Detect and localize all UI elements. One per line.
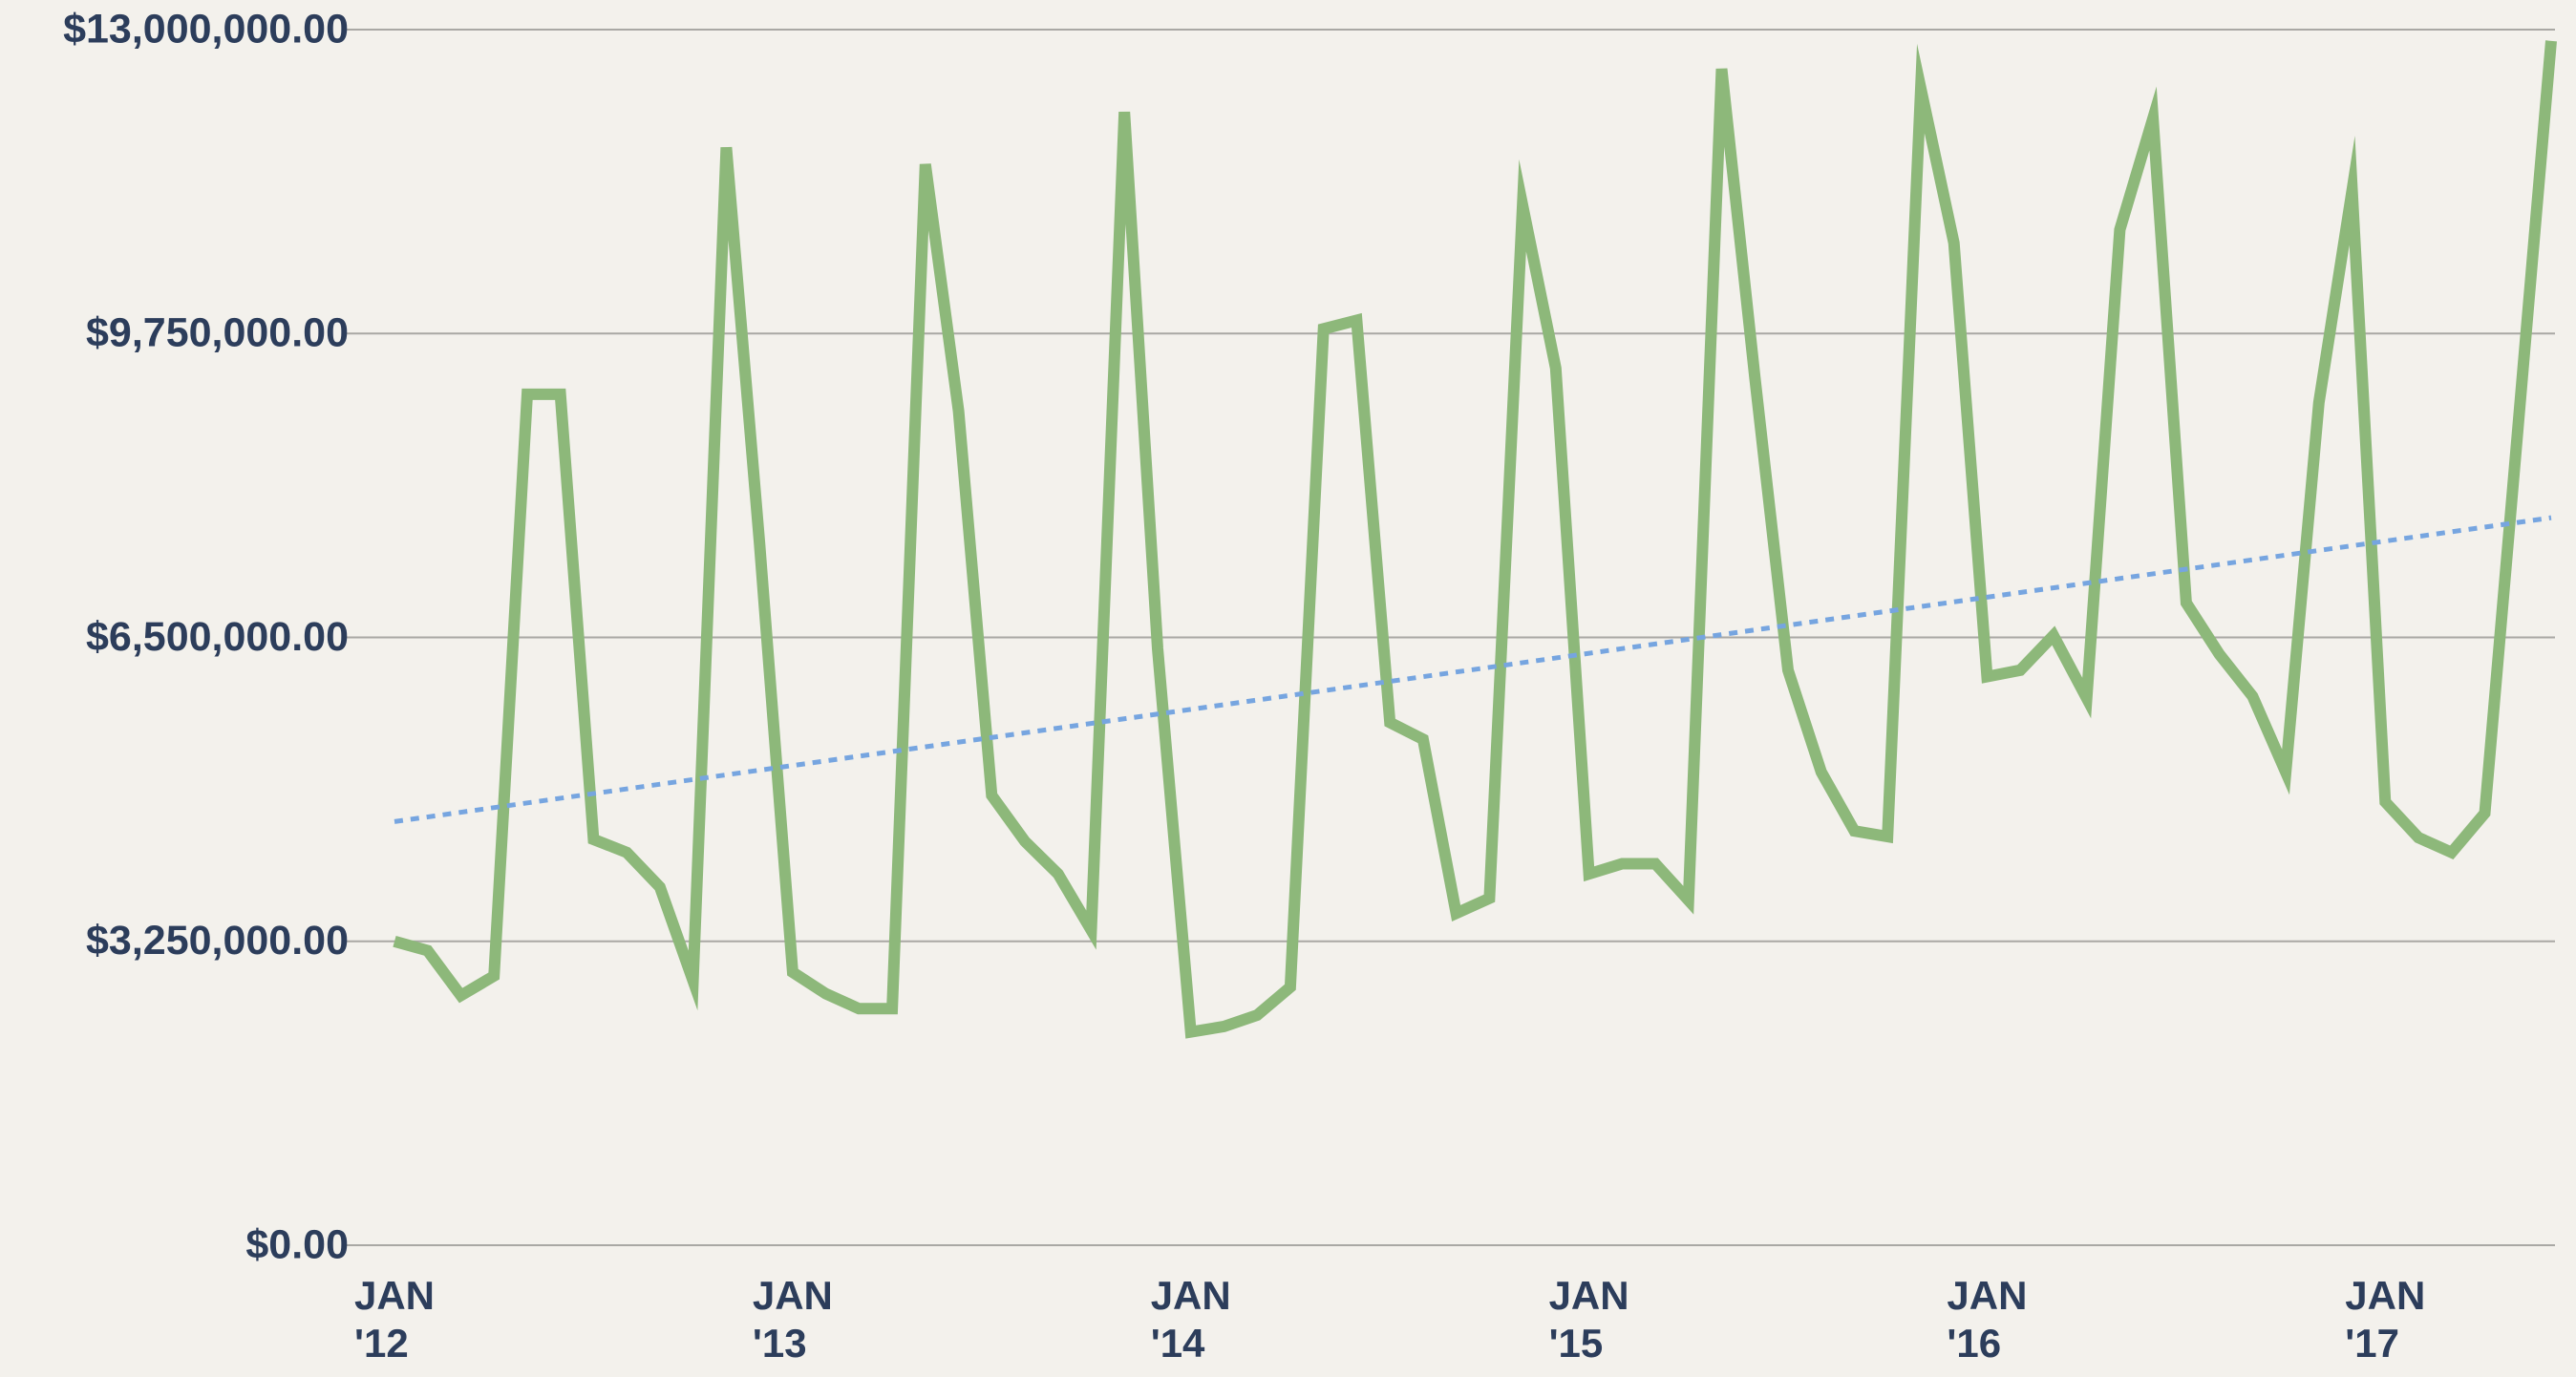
y-tick-label: $9,750,000.00 xyxy=(86,310,349,356)
x-tick-label: JAN '13 xyxy=(752,1273,833,1366)
y-tick-label: $13,000,000.00 xyxy=(63,6,349,52)
x-tick-label: JAN '16 xyxy=(1947,1273,2028,1366)
x-tick-label: JAN '12 xyxy=(353,1273,436,1366)
data-line xyxy=(393,40,2557,1039)
y-tick-label: $3,250,000.00 xyxy=(86,918,349,964)
trend-line xyxy=(394,515,2552,824)
y-tick-label: $0.00 xyxy=(245,1221,349,1267)
y-tick-label: $6,500,000.00 xyxy=(86,614,349,660)
x-tick-label: JAN '14 xyxy=(1150,1273,1231,1366)
x-tick-label: JAN '17 xyxy=(2345,1273,2426,1366)
x-tick-label: JAN '15 xyxy=(1548,1273,1629,1366)
